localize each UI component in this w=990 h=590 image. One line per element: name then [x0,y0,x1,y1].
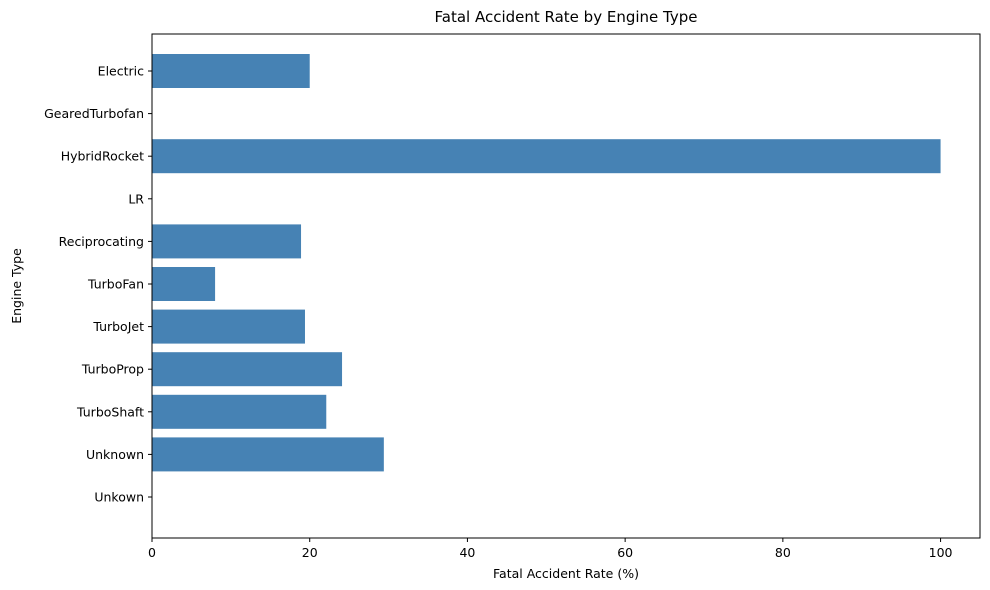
y-tick-label: GearedTurbofan [44,106,144,121]
x-tick-label: 20 [302,545,318,560]
x-tick-label: 60 [617,545,633,560]
bar-electric [152,54,310,88]
y-tick-label: Unknown [86,447,144,462]
y-tick-label: Unkown [94,490,144,505]
x-ticks-group: 0 20 40 60 80 100 [148,538,953,560]
x-tick-label: 80 [775,545,791,560]
x-axis-label: Fatal Accident Rate (%) [493,566,639,581]
y-tick-label: Reciprocating [59,234,144,249]
plot-frame [151,33,981,539]
y-tick-label: HybridRocket [61,149,144,164]
bar-turbofan [152,267,216,301]
y-ticks-group: Electric GearedTurbofan HybridRocket LR Reci… [44,64,152,505]
y-tick-label: LR [128,191,144,206]
bar-hybridrocket [152,139,941,174]
y-tick-label: TurboProp [81,362,144,377]
y-tick-label: TurboShaft [76,404,144,419]
bar-turboprop [152,352,343,387]
x-tick-label: 0 [148,545,156,560]
bar-reciprocating [152,224,302,259]
y-tick-label: TurboFan [87,277,144,292]
y-axis-label: Engine Type [9,248,24,324]
bar-turboshaft [152,394,327,429]
y-tick-label: TurboJet [92,319,144,334]
y-tick-label: Electric [98,64,144,79]
x-tick-label: 100 [929,545,953,560]
chart-title: Fatal Accident Rate by Engine Type [435,8,698,26]
bars-group [152,54,941,472]
x-tick-label: 40 [459,545,475,560]
bar-unknown [152,437,384,472]
bar-turbojet [152,309,305,344]
